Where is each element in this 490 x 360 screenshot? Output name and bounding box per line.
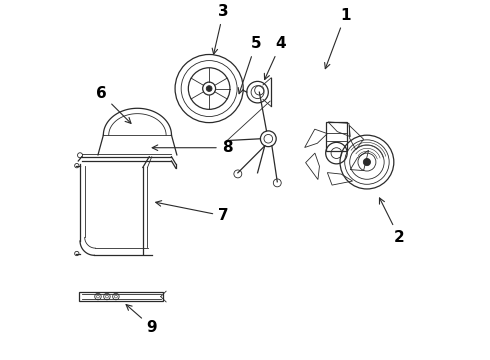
Text: 1: 1 <box>325 8 351 69</box>
Text: 8: 8 <box>152 140 232 155</box>
Text: 2: 2 <box>379 198 405 245</box>
Text: 3: 3 <box>212 4 229 54</box>
Text: 7: 7 <box>156 201 229 223</box>
Text: 6: 6 <box>96 86 131 123</box>
Circle shape <box>206 86 212 91</box>
Text: 4: 4 <box>265 36 286 80</box>
Text: 5: 5 <box>238 36 261 94</box>
Circle shape <box>364 158 370 166</box>
Text: 9: 9 <box>126 305 157 334</box>
